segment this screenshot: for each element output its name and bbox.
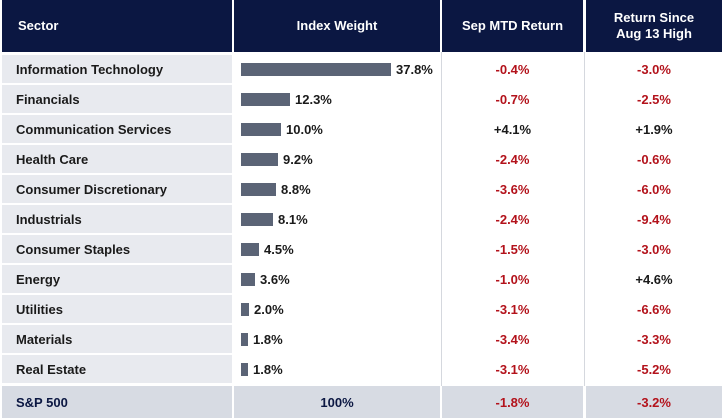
return-since-high: -5.2% <box>637 361 671 377</box>
sector-name: Financials <box>2 85 232 113</box>
sector-name: Consumer Discretionary <box>2 175 232 203</box>
weight-bar <box>241 362 248 376</box>
total-sector: S&P 500 <box>2 386 232 418</box>
weight-bar <box>241 152 278 166</box>
weight-value: 9.2% <box>283 151 313 167</box>
sector-name: Communication Services <box>2 115 232 143</box>
sector-name: Health Care <box>2 145 232 173</box>
table-row: Utilities 2.0% -3.1% -6.6% <box>0 295 725 323</box>
sector-name: Energy <box>2 265 232 293</box>
table-row: Real Estate 1.8% -3.1% -5.2% <box>0 355 725 383</box>
table-row: Information Technology 37.8% -0.4% -3.0% <box>0 55 725 83</box>
weight-value: 4.5% <box>264 241 294 257</box>
total-mtd-return: -1.8% <box>442 386 583 418</box>
mtd-return: -2.4% <box>495 211 530 227</box>
weight-bar <box>241 272 255 286</box>
weight-bar <box>241 242 259 256</box>
sector-name: Information Technology <box>2 55 232 83</box>
mtd-return: -1.5% <box>495 241 530 257</box>
weight-value: 37.8% <box>396 61 433 77</box>
header-since-line2: Aug 13 High <box>616 26 692 41</box>
weight-bar <box>241 182 276 196</box>
weight-value: 12.3% <box>295 91 332 107</box>
return-since-high: -0.6% <box>637 151 671 167</box>
index-weight-cell: 8.1% <box>234 205 440 233</box>
return-since-high: -9.4% <box>637 211 671 227</box>
header-return-since-high: Return Since Aug 13 High <box>586 0 722 52</box>
return-since-high: -6.0% <box>637 181 671 197</box>
table-row: Consumer Discretionary 8.8% -3.6% -6.0% <box>0 175 725 203</box>
weight-value: 1.8% <box>253 361 283 377</box>
total-row: S&P 500 100% -1.8% -3.2% <box>0 386 725 418</box>
header-mtd-label: Sep MTD Return <box>461 18 564 33</box>
header-index-weight: Index Weight <box>234 0 440 52</box>
table-row: Industrials 8.1% -2.4% -9.4% <box>0 205 725 233</box>
weight-value: 3.6% <box>260 271 290 287</box>
weight-bar <box>241 302 249 316</box>
weight-value: 8.1% <box>278 211 308 227</box>
return-since-high: -6.6% <box>637 301 671 317</box>
total-weight: 100% <box>234 386 440 418</box>
index-weight-cell: 10.0% <box>234 115 440 143</box>
mtd-return: -2.4% <box>495 151 530 167</box>
table-row: Materials 1.8% -3.4% -3.3% <box>0 325 725 353</box>
return-since-high: -3.3% <box>637 331 671 347</box>
header-since-line1: Return Since <box>613 10 695 25</box>
weight-bar <box>241 62 391 76</box>
header-sep-mtd-return: Sep MTD Return <box>442 0 583 52</box>
column-divider <box>441 52 442 386</box>
sector-name: Real Estate <box>2 355 232 383</box>
header-sector: Sector <box>2 0 232 52</box>
total-return-since-high: -3.2% <box>586 386 722 418</box>
table-row: Financials 12.3% -0.7% -2.5% <box>0 85 725 113</box>
column-divider <box>584 52 585 386</box>
return-since-high: -3.0% <box>637 241 671 257</box>
index-weight-cell: 8.8% <box>234 175 440 203</box>
index-weight-cell: 1.8% <box>234 325 440 353</box>
table-row: Energy 3.6% -1.0% +4.6% <box>0 265 725 293</box>
weight-value: 8.8% <box>281 181 311 197</box>
weight-bar <box>241 92 290 106</box>
sector-name: Industrials <box>2 205 232 233</box>
index-weight-cell: 37.8% <box>234 55 440 83</box>
index-weight-cell: 2.0% <box>234 295 440 323</box>
table-row: Health Care 9.2% -2.4% -0.6% <box>0 145 725 173</box>
return-since-high: -3.0% <box>637 61 671 77</box>
index-weight-cell: 3.6% <box>234 265 440 293</box>
return-since-high: +1.9% <box>635 121 673 137</box>
mtd-return: -0.7% <box>495 91 530 107</box>
mtd-return: -0.4% <box>495 61 530 77</box>
header-weight-label: Index Weight <box>296 18 378 33</box>
weight-value: 2.0% <box>254 301 284 317</box>
sector-name: Consumer Staples <box>2 235 232 263</box>
mtd-return: -3.4% <box>495 331 530 347</box>
weight-value: 1.8% <box>253 331 283 347</box>
mtd-return: +4.1% <box>493 121 532 137</box>
header-sector-label: Sector <box>18 18 59 33</box>
index-weight-cell: 12.3% <box>234 85 440 113</box>
mtd-return: -3.6% <box>495 181 530 197</box>
weight-bar <box>241 212 273 226</box>
sector-name: Utilities <box>2 295 232 323</box>
mtd-return: -1.0% <box>495 271 530 287</box>
mtd-return: -3.1% <box>495 301 530 317</box>
index-weight-cell: 9.2% <box>234 145 440 173</box>
table-row: Communication Services 10.0% +4.1% +1.9% <box>0 115 725 143</box>
weight-value: 10.0% <box>286 121 323 137</box>
weight-bar <box>241 122 281 136</box>
mtd-return: -3.1% <box>495 361 530 377</box>
index-weight-cell: 4.5% <box>234 235 440 263</box>
sector-name: Materials <box>2 325 232 353</box>
return-since-high: -2.5% <box>637 91 671 107</box>
weight-bar <box>241 332 248 346</box>
return-since-high: +4.6% <box>635 271 673 287</box>
table-row: Consumer Staples 4.5% -1.5% -3.0% <box>0 235 725 263</box>
index-weight-cell: 1.8% <box>234 355 440 383</box>
